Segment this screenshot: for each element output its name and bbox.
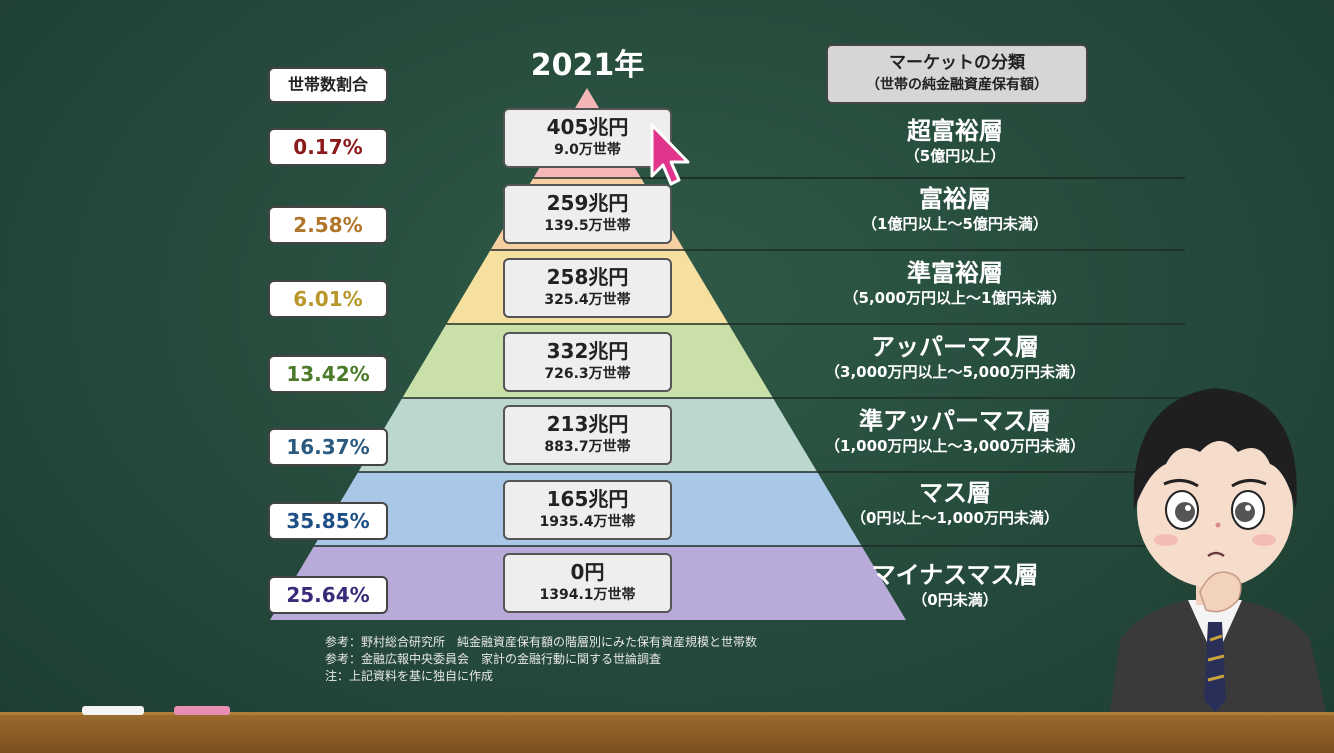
tier-value-box: 165兆円 1935.4万世帯	[503, 480, 672, 540]
source-note: 注：上記資料を基に独自に作成	[325, 669, 494, 683]
tier-classification: 準アッパーマス層 （1,000万円以上～3,000万円未満）	[790, 406, 1120, 456]
tier-name: 超富裕層	[907, 117, 1003, 145]
tier-classification: 準富裕層 （5,000万円以上～1億円未満）	[790, 258, 1120, 308]
classification-header-title: マーケットの分類	[889, 53, 1025, 73]
tier-percent: 25.64%	[268, 576, 388, 614]
tier-range: （5,000万円以上～1億円未満）	[843, 289, 1067, 307]
tier-range: （1億円以上～5億円未満）	[862, 215, 1048, 233]
tier-amount: 405兆円	[546, 115, 629, 139]
tier-classification: アッパーマス層 （3,000万円以上～5,000万円未満）	[790, 332, 1120, 382]
tier-value-box: 259兆円 139.5万世帯	[503, 184, 672, 244]
source-note: 参考：野村総合研究所 純金融資産保有額の階層別にみた保有資産規模と世帯数	[325, 635, 758, 649]
tier-classification: マイナスマス層 （0円未満）	[790, 560, 1120, 610]
tier-percent: 0.17%	[268, 128, 388, 166]
tier-classification: 富裕層 （1億円以上～5億円未満）	[790, 184, 1120, 234]
tier-name: 準アッパーマス層	[859, 407, 1051, 435]
tier-households: 1935.4万世帯	[539, 514, 636, 530]
tier-range: （1,000万円以上～3,000万円未満）	[825, 437, 1085, 455]
tier-name: マス層	[919, 479, 991, 507]
tier-value-box: 258兆円 325.4万世帯	[503, 258, 672, 318]
tier-households: 726.3万世帯	[544, 366, 631, 382]
presenter-character-illustration	[1110, 388, 1326, 712]
tier-households: 9.0万世帯	[554, 142, 621, 158]
tier-amount: 165兆円	[546, 487, 629, 511]
source-note: 参考：金融広報中央委員会 家計の金融行動に関する世論調査	[325, 652, 662, 666]
tier-percent: 13.42%	[268, 355, 388, 393]
tier-range: （0円以上～1,000万円未満）	[851, 509, 1059, 527]
tier-range: （5億円以上）	[904, 147, 1006, 165]
tier-percent: 35.85%	[268, 502, 388, 540]
tier-value-box: 332兆円 726.3万世帯	[503, 332, 672, 392]
tier-households: 139.5万世帯	[544, 218, 631, 234]
tier-amount: 259兆円	[546, 191, 629, 215]
white-chalk-icon	[82, 706, 144, 715]
tier-value-box: 0円 1394.1万世帯	[503, 553, 672, 613]
tier-amount: 258兆円	[546, 265, 629, 289]
tier-amount: 213兆円	[546, 412, 629, 436]
tier-percent: 6.01%	[268, 280, 388, 318]
tier-name: 準富裕層	[907, 259, 1003, 287]
tier-value-box: 405兆円 9.0万世帯	[503, 108, 672, 168]
market-classification-header: マーケットの分類 （世帯の純金融資産保有額）	[826, 44, 1088, 104]
chalkboard-ledge	[0, 712, 1334, 753]
tier-value-box: 213兆円 883.7万世帯	[503, 405, 672, 465]
tier-name: マイナスマス層	[871, 561, 1039, 589]
tier-households: 883.7万世帯	[544, 439, 631, 455]
tier-name: アッパーマス層	[871, 333, 1039, 361]
pink-chalk-icon	[174, 706, 230, 715]
tier-amount: 0円	[570, 560, 605, 584]
tier-percent: 16.37%	[268, 428, 388, 466]
tier-range: （3,000万円以上～5,000万円未満）	[825, 363, 1085, 381]
classification-header-subtitle: （世帯の純金融資産保有額）	[866, 77, 1048, 93]
tier-households: 1394.1万世帯	[539, 587, 636, 603]
tier-amount: 332兆円	[546, 339, 629, 363]
tier-classification: マス層 （0円以上～1,000万円未満）	[790, 478, 1120, 528]
tier-percent: 2.58%	[268, 206, 388, 244]
household-ratio-header: 世帯数割合	[268, 67, 388, 103]
tier-classification: 超富裕層 （5億円以上）	[790, 116, 1120, 166]
pointer-cursor-icon	[650, 123, 690, 186]
source-notes: 参考：野村総合研究所 純金融資産保有額の階層別にみた保有資産規模と世帯数 参考：…	[325, 634, 757, 685]
tier-name: 富裕層	[919, 185, 991, 213]
year-title: 2021年	[530, 48, 645, 83]
tier-households: 325.4万世帯	[544, 292, 631, 308]
tier-range: （0円未満）	[912, 591, 998, 609]
